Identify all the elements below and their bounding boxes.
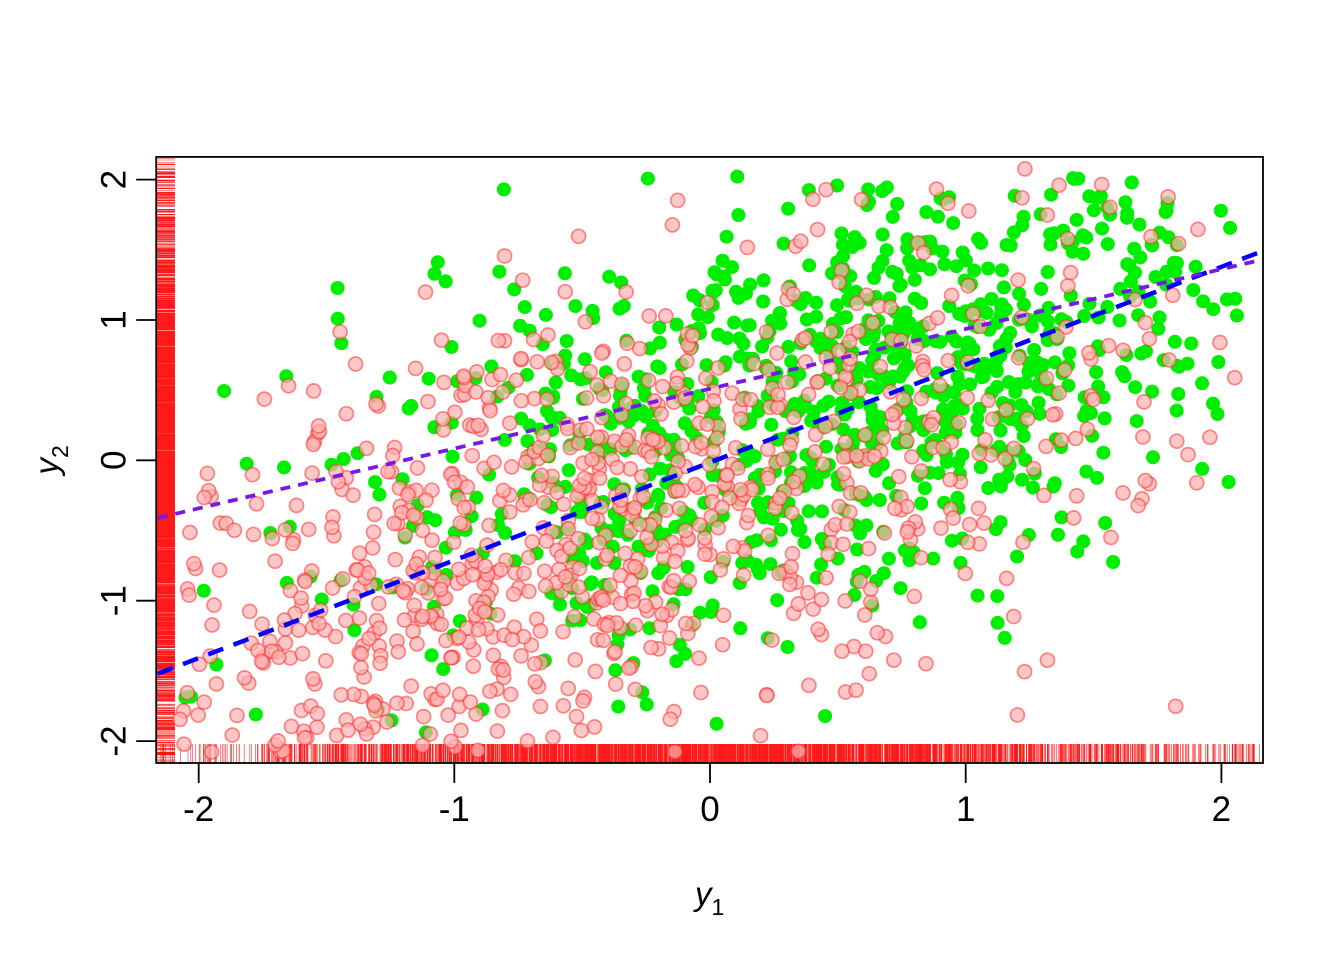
svg-text:-2: -2	[183, 790, 214, 829]
svg-text:2: 2	[1212, 790, 1231, 829]
svg-text:1: 1	[956, 790, 975, 829]
svg-text:-1: -1	[439, 790, 470, 829]
svg-text:-1: -1	[94, 585, 133, 616]
svg-text:0: 0	[700, 790, 719, 829]
svg-text:2: 2	[94, 170, 133, 189]
svg-text:1: 1	[94, 310, 133, 329]
svg-text:0: 0	[94, 451, 133, 470]
svg-text:-2: -2	[94, 726, 133, 757]
